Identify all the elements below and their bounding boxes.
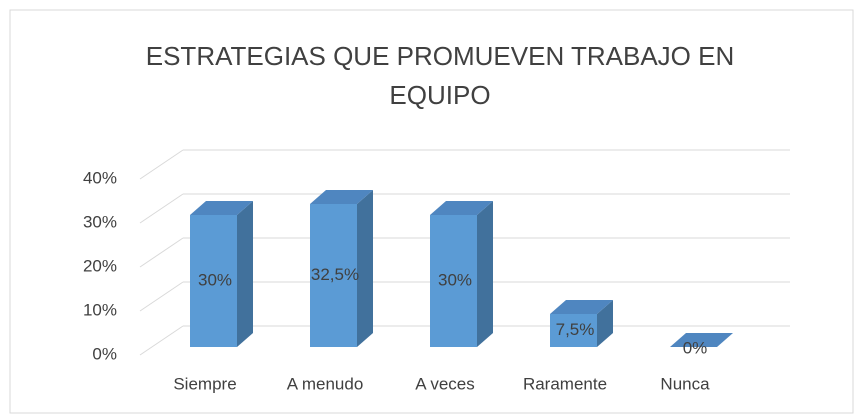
grid-line-depth bbox=[139, 237, 184, 268]
bar-top bbox=[310, 190, 373, 204]
bar-side bbox=[357, 190, 373, 347]
bar bbox=[190, 215, 237, 347]
bar-top bbox=[670, 333, 733, 347]
bar-top bbox=[190, 201, 253, 215]
bar bbox=[550, 314, 597, 347]
y-tick-label: 40% bbox=[83, 168, 117, 187]
bar bbox=[430, 215, 477, 347]
y-tick-label: 30% bbox=[83, 212, 117, 231]
data-label: 30% bbox=[438, 270, 472, 289]
data-label: 7,5% bbox=[556, 320, 595, 339]
bar bbox=[310, 204, 357, 347]
x-tick-label: Raramente bbox=[523, 374, 607, 393]
bar-top bbox=[430, 201, 493, 215]
data-label: 0% bbox=[683, 338, 708, 357]
grid-line-depth bbox=[139, 149, 184, 180]
x-tick-label: A menudo bbox=[287, 374, 364, 393]
chart-title: ESTRATEGIAS QUE PROMUEVEN TRABAJO EN EQUI… bbox=[146, 41, 734, 110]
x-tick-label: Siempre bbox=[173, 374, 236, 393]
x-tick-label: A veces bbox=[415, 374, 475, 393]
bar-side bbox=[477, 201, 493, 347]
y-tick-label: 20% bbox=[83, 256, 117, 275]
bar-side bbox=[237, 201, 253, 347]
bar-side bbox=[597, 300, 613, 347]
y-tick-label: 0% bbox=[92, 344, 117, 363]
grid-line-depth bbox=[139, 193, 184, 224]
grid-line-depth bbox=[139, 281, 184, 312]
data-label: 30% bbox=[198, 270, 232, 289]
y-tick-label: 10% bbox=[83, 300, 117, 319]
data-label: 32,5% bbox=[311, 265, 359, 284]
bar-top bbox=[550, 300, 613, 314]
x-tick-label: Nunca bbox=[660, 374, 710, 393]
grid-line-depth bbox=[139, 325, 184, 356]
